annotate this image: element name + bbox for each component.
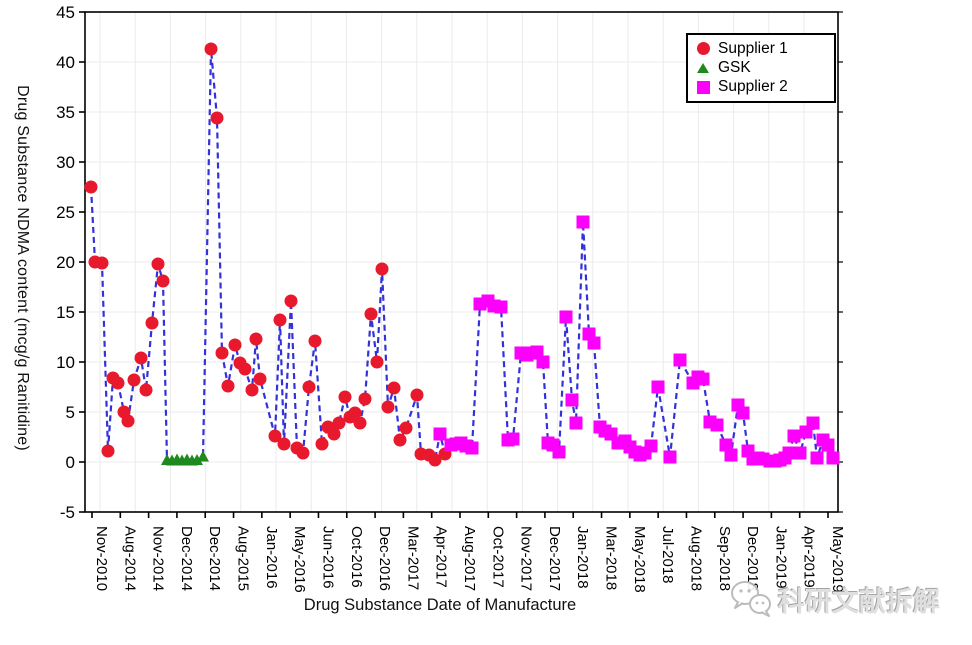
svg-text:Apr-2017: Apr-2017 <box>433 526 450 588</box>
svg-text:Aug-2018: Aug-2018 <box>687 526 704 591</box>
legend-label: Supplier 1 <box>718 39 788 57</box>
svg-text:Oct-2016: Oct-2016 <box>348 526 365 588</box>
svg-text:May-2018: May-2018 <box>631 526 648 593</box>
svg-text:May-2016: May-2016 <box>291 526 308 593</box>
watermark-text: 科研文献拆解 <box>778 586 940 618</box>
svg-text:Mar-2017: Mar-2017 <box>404 526 421 590</box>
legend-item-supplier1: Supplier 1 <box>688 39 834 58</box>
svg-text:15: 15 <box>56 303 75 322</box>
svg-text:Nov-2017: Nov-2017 <box>518 526 535 591</box>
svg-text:Jan-2019: Jan-2019 <box>772 526 789 589</box>
legend-item-supplier2: Supplier 2 <box>688 78 834 97</box>
svg-text:Jun-2016: Jun-2016 <box>319 526 336 589</box>
x-axis-title: Drug Substance Date of Manufacture <box>303 596 577 614</box>
svg-text:30: 30 <box>56 153 75 172</box>
legend-label: GSK <box>718 58 751 76</box>
svg-text:5: 5 <box>66 403 75 422</box>
svg-text:Dec-2017: Dec-2017 <box>546 526 563 591</box>
svg-text:0: 0 <box>66 453 75 472</box>
svg-text:20: 20 <box>56 253 75 272</box>
legend-label: Supplier 2 <box>718 78 788 96</box>
svg-text:Aug-2017: Aug-2017 <box>461 526 478 591</box>
svg-text:Jan-2016: Jan-2016 <box>263 526 280 589</box>
svg-text:-5: -5 <box>60 503 75 522</box>
triangle-marker-icon <box>688 62 718 73</box>
svg-text:45: 45 <box>56 3 75 22</box>
svg-text:40: 40 <box>56 53 75 72</box>
svg-text:Apr-2019: Apr-2019 <box>801 526 818 588</box>
svg-text:Dec-2016: Dec-2016 <box>376 526 393 591</box>
svg-text:Jan-2018: Jan-2018 <box>574 526 591 589</box>
svg-text:Dec-2014: Dec-2014 <box>178 526 195 591</box>
svg-text:35: 35 <box>56 103 75 122</box>
svg-text:25: 25 <box>56 203 75 222</box>
svg-text:Dec-2014: Dec-2014 <box>206 526 223 591</box>
svg-text:Oct-2017: Oct-2017 <box>489 526 506 588</box>
svg-text:Aug-2014: Aug-2014 <box>121 526 138 591</box>
watermark: 科研文献拆解 <box>728 578 940 620</box>
svg-text:Mar-2018: Mar-2018 <box>603 526 620 590</box>
svg-text:Aug-2015: Aug-2015 <box>235 526 252 591</box>
svg-text:May-2019: May-2019 <box>829 526 846 593</box>
y-axis-title: Drug Substance NDMA content (mcg/g Ranit… <box>14 85 31 451</box>
svg-text:Sep-2018: Sep-2018 <box>716 526 733 591</box>
circle-marker-icon <box>688 42 718 56</box>
legend-item-gsk: GSK <box>688 58 834 77</box>
svg-text:Nov-2014: Nov-2014 <box>150 526 167 591</box>
svg-text:Jul-2018: Jul-2018 <box>659 526 676 584</box>
svg-text:Nov-2010: Nov-2010 <box>93 526 110 591</box>
square-marker-icon <box>688 80 718 94</box>
svg-text:Dec-2018: Dec-2018 <box>744 526 761 591</box>
legend: Supplier 1 GSK Supplier 2 <box>686 33 836 103</box>
svg-text:10: 10 <box>56 353 75 372</box>
wechat-logo-icon <box>731 581 771 617</box>
